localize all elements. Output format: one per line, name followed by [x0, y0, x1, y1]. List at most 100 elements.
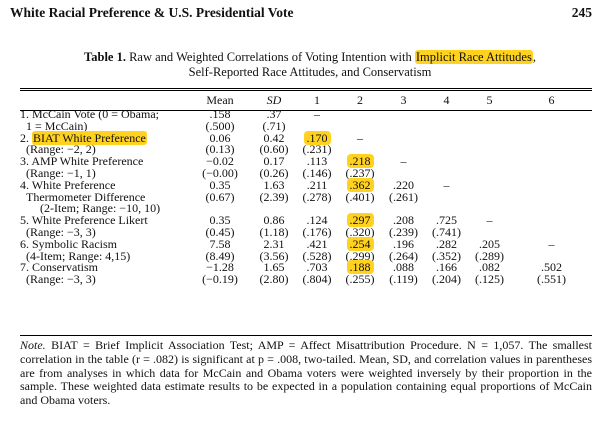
- table-cell: .211: [296, 179, 338, 192]
- variable-label: 1 = McCain): [20, 120, 188, 133]
- cell-value: –: [357, 130, 363, 145]
- column-header: 1: [314, 93, 320, 107]
- table-cell: [468, 109, 511, 121]
- table-row: 4. White Preference 0.35 1.63 .211 .362 .220 –: [20, 177, 592, 192]
- cell-value: (.146): [302, 165, 332, 180]
- column-header: 3: [400, 93, 407, 107]
- cell-value: (.804): [302, 272, 332, 287]
- table-cell: (.71): [252, 120, 296, 133]
- cell-value: .208: [393, 213, 414, 228]
- cell-value: (.237): [345, 165, 375, 180]
- cell-value: (.176): [302, 224, 332, 239]
- cell-value: (.239): [389, 224, 418, 239]
- table-cell: [425, 156, 468, 168]
- variable-label-text: (2-Item; Range: −10, 10): [40, 201, 161, 216]
- table-row: (Range: −1, 1) (−0.00) (0.26) (.146) (.237): [20, 165, 592, 180]
- caption-text-after: ,: [532, 50, 536, 64]
- table-cell: (1.18): [252, 226, 296, 239]
- variable-label: (Range: −2, 2): [20, 143, 188, 156]
- table-cell: [425, 133, 468, 145]
- table-cell: .421: [296, 238, 338, 251]
- table-cell: .297: [338, 213, 382, 228]
- cell-value: (0.26): [259, 165, 289, 180]
- table-cell: (0.45): [188, 226, 252, 239]
- table-cell: 0.06: [188, 132, 252, 145]
- table-row: Thermometer Difference (0.67) (2.39) (.278)…: [20, 189, 592, 204]
- variable-label-highlight[interactable]: BIAT White Preference: [32, 130, 147, 145]
- highlighted-value[interactable]: .362: [346, 177, 374, 192]
- table-cell: [425, 109, 468, 121]
- table-cell: 7.58: [188, 236, 252, 251]
- variable-label-text: (4-Item; Range: 4,15): [26, 248, 131, 263]
- table-cell: (0.67): [188, 189, 252, 204]
- cell-value: (.261): [389, 189, 418, 204]
- highlighted-value[interactable]: .297: [346, 213, 374, 228]
- highlighted-value[interactable]: .188: [346, 260, 374, 275]
- cell-value: (.741): [432, 224, 461, 239]
- table-cell: (.278): [296, 189, 338, 204]
- variable-label: 3. AMP White Preference: [20, 155, 188, 168]
- cell-value: (.231): [302, 142, 332, 157]
- table-row: (4-Item; Range: 4,15) (8.49) (3.56) (.528) (…: [20, 248, 592, 263]
- cell-value: .282: [436, 236, 457, 251]
- table-cell: (.528): [296, 250, 338, 263]
- table-cell: .088: [382, 261, 425, 274]
- cell-value: (.278): [302, 189, 332, 204]
- table-cell: (0.13): [188, 143, 252, 156]
- variable-label-text: (Range: −1, 1): [26, 165, 96, 180]
- cell-value: (2.80): [259, 272, 289, 287]
- table-cell: [511, 156, 592, 168]
- table-cell: (−0.19): [188, 273, 252, 286]
- table-row: 2. BIAT White Preference 0.06 0.42 .170 –: [20, 130, 592, 145]
- table-cell: 0.35: [188, 214, 252, 227]
- cell-value: (0.67): [205, 189, 235, 204]
- table-row: 3. AMP White Preference −0.02 0.17 .113 .218…: [20, 154, 592, 169]
- cell-value: –: [486, 213, 493, 228]
- highlighted-value[interactable]: .218: [346, 154, 374, 169]
- table-cell: (.299): [338, 250, 382, 263]
- table-cell: [382, 109, 425, 121]
- variable-label: (Range: −1, 1): [20, 165, 188, 180]
- highlighted-value[interactable]: .170: [303, 130, 331, 145]
- table-cell: 1.63: [252, 179, 296, 192]
- table-cell: .254: [338, 236, 382, 251]
- cell-value: 0.35: [209, 177, 231, 192]
- table-top-rule-2: [20, 90, 592, 91]
- table-cell: (.125): [468, 273, 511, 286]
- table-row: (Range: −3, 3) (0.45) (1.18) (.176) (.320) (.…: [20, 224, 592, 239]
- table-cell: (.146): [296, 165, 338, 180]
- running-head-title: White Racial Preference & U.S. President…: [10, 5, 294, 20]
- cell-value: (0.60): [259, 142, 289, 157]
- variable-label-text: 7. Conservatism: [20, 260, 98, 275]
- variable-label: 2. BIAT White Preference: [20, 130, 188, 145]
- table-cell: [382, 133, 425, 145]
- variable-label: (4-Item; Range: 4,15): [20, 248, 188, 263]
- cell-value: 7.58: [209, 236, 231, 251]
- table-cell: .362: [338, 177, 382, 192]
- cell-value: .37: [266, 107, 282, 121]
- table-cell: [511, 215, 592, 227]
- table-cell: .220: [382, 179, 425, 192]
- table-cell: (.352): [425, 250, 468, 263]
- table-cell: 0.86: [252, 214, 296, 227]
- table-cell: –: [425, 179, 468, 192]
- cell-value: (.204): [432, 272, 461, 287]
- table-row: (Range: −3, 3) (−0.19) (2.80) (.804) (.255) (…: [20, 272, 592, 287]
- table-cell: .37: [252, 107, 296, 121]
- table-cell: [511, 133, 592, 145]
- cell-value: .082: [479, 260, 500, 275]
- highlighted-value[interactable]: .254: [346, 236, 374, 251]
- cell-value: (.289): [475, 248, 504, 263]
- table-cell: 0.35: [188, 177, 252, 192]
- caption-highlight[interactable]: Implicit Race Attitudes: [414, 50, 533, 64]
- table-cell: –: [296, 108, 338, 121]
- table-cell: (2.39): [252, 191, 296, 204]
- variable-label: 1. McCain Vote (0 = Obama;: [20, 108, 188, 121]
- table-cell: [468, 156, 511, 168]
- table-cell: (.264): [382, 250, 425, 263]
- table-cell: (.239): [382, 224, 425, 239]
- table-cell: –: [511, 236, 592, 251]
- note-text: BIAT = Brief Implicit Association Test; …: [20, 338, 593, 408]
- cell-value: –: [548, 236, 555, 251]
- table-cell: (.551): [511, 273, 592, 286]
